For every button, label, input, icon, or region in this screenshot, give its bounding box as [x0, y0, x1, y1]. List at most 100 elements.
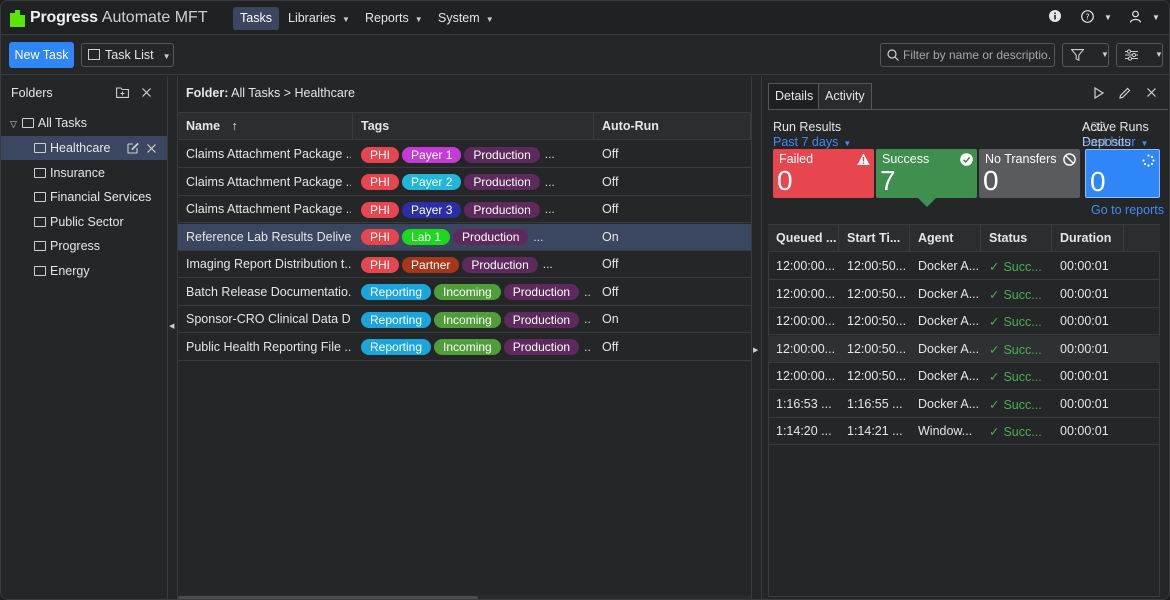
column-header-start-time[interactable]: Start Ti... [839, 225, 910, 252]
close-details-icon[interactable] [1147, 88, 1156, 97]
left-splitter[interactable]: ◀ [168, 76, 177, 599]
folder-all-tasks[interactable]: ▽ All Tasks [1, 111, 167, 135]
spinner-icon [1142, 154, 1155, 167]
horizontal-scrollbar[interactable] [178, 595, 751, 599]
info-icon[interactable] [1047, 10, 1063, 26]
progress-logo-icon [10, 9, 26, 27]
run-start: 12:00:50... [847, 369, 907, 383]
collapse-right-icon[interactable]: ▶ [753, 347, 759, 354]
delete-icon[interactable] [147, 144, 156, 153]
folder-financial-services[interactable]: Financial Services [1, 185, 167, 209]
tag-badge: Production [464, 201, 540, 218]
user-icon[interactable] [1127, 10, 1143, 26]
run-status-label: Succ... [1003, 315, 1042, 329]
top-navigation: Progress Automate MFT Tasks Libraries ▼ R… [1, 1, 1169, 35]
folder-healthcare[interactable]: Healthcare [1, 136, 167, 160]
folder-icon [34, 265, 46, 276]
tag-badge: Payer 2 [402, 174, 462, 191]
view-selector-label: Task List [105, 48, 154, 62]
more-tags-indicator: ... [544, 174, 555, 189]
failed-card[interactable]: Failed 0 [773, 149, 874, 198]
run-queued: 12:00:00... [776, 286, 836, 301]
breadcrumb: Folder: All Tasks > Healthcare [186, 86, 355, 100]
right-splitter[interactable]: ▶ [752, 76, 761, 599]
prohibited-icon [1063, 153, 1076, 166]
column-header-name[interactable]: Name ↑ [178, 113, 353, 140]
folders-pane: Folders ▽ All Tasks Healthcare Insurance … [1, 76, 168, 599]
go-to-reports-link[interactable]: Go to reports [1091, 203, 1164, 217]
tag-badge: Production [462, 256, 538, 273]
column-header-duration[interactable]: Duration [1052, 225, 1124, 252]
search-input[interactable] [903, 46, 1051, 64]
close-icon[interactable] [142, 88, 151, 97]
card-label: Failed [779, 152, 814, 166]
folder-energy[interactable]: Energy [1, 259, 167, 283]
table-row[interactable]: Public Health Reporting File ... Reportin… [178, 334, 751, 361]
column-settings-button[interactable]: ▼ [1116, 43, 1163, 67]
run-agent: Docker A... [918, 286, 980, 301]
filter-icon [1071, 49, 1084, 61]
task-name: Sponsor-CRO Clinical Data Dr... [186, 312, 351, 326]
column-header-queued[interactable]: Queued ... [768, 225, 839, 252]
column-header-agent[interactable]: Agent [910, 225, 981, 252]
active-runs-card[interactable]: 0 [1085, 149, 1160, 198]
table-row[interactable]: 12:00:00... 12:00:50... Docker A... ✓ Succ.… [768, 308, 1160, 335]
success-card[interactable]: Success 7 [876, 149, 977, 198]
table-row[interactable]: Imaging Report Distribution t... PHI Partn… [178, 251, 751, 278]
table-row[interactable]: 12:00:00... 12:00:50... Docker A... ✓ Succ.… [768, 281, 1160, 308]
chevron-down-icon: ▼ [1101, 50, 1109, 59]
new-task-button[interactable]: New Task [9, 42, 74, 68]
column-label: Name [186, 119, 221, 133]
table-row[interactable]: Sponsor-CRO Clinical Data Dr... Reporting… [178, 306, 751, 333]
tab-activity[interactable]: Activity [818, 83, 872, 109]
no-transfers-card[interactable]: No Transfers 0 [979, 149, 1080, 198]
collapse-left-icon[interactable]: ◀ [169, 323, 175, 330]
tag-badge: Production [503, 339, 580, 356]
run-queued: 1:14:20 ... [776, 424, 832, 438]
folder-insurance[interactable]: Insurance [1, 161, 167, 185]
tab-details[interactable]: Details [768, 83, 821, 109]
run-results-period-dropdown[interactable]: Past 7 days ▼ [773, 135, 851, 149]
table-row[interactable]: 1:16:53 ... 1:16:55 ... Docker A... ✓ Succ.… [768, 391, 1160, 418]
edit-task-icon[interactable] [1119, 87, 1131, 99]
folder-public-sector[interactable]: Public Sector [1, 210, 167, 234]
user-chevron-down-icon[interactable]: ▼ [1152, 13, 1160, 22]
scrollbar-thumb[interactable] [178, 596, 478, 599]
table-row[interactable]: 1:14:20 ... 1:14:21 ... Window... ✓ Succ...… [768, 418, 1160, 445]
check-icon: ✓ [989, 286, 1004, 302]
run-status: ✓ Succ... [989, 308, 1055, 335]
help-icon[interactable]: ? [1079, 10, 1095, 26]
active-runs-period-dropdown[interactable]: Past hour ▼ [1082, 135, 1148, 149]
new-folder-icon[interactable] [116, 87, 129, 98]
product-logo[interactable]: Progress Automate MFT [10, 8, 208, 28]
search-box[interactable] [880, 43, 1055, 67]
nav-reports[interactable]: Reports ▼ [358, 7, 430, 30]
table-row[interactable]: 12:00:00... 12:00:50... Docker A... ✓ Succ.… [768, 253, 1160, 280]
run-status: ✓ Succ... [989, 418, 1055, 445]
table-row[interactable]: Batch Release Documentatio... Reporting In… [178, 279, 751, 306]
run-results-title: Run Results [773, 120, 842, 134]
folder-progress[interactable]: Progress [1, 234, 167, 258]
nav-tasks[interactable]: Tasks [233, 7, 279, 30]
run-agent: Window... [918, 424, 973, 438]
run-icon[interactable] [1094, 87, 1104, 99]
nav-system[interactable]: System ▼ [431, 7, 501, 30]
column-header-tags[interactable]: Tags [353, 113, 594, 140]
table-row[interactable]: 12:00:00... 12:00:50... Docker A... ✓ Succ.… [768, 335, 1160, 363]
edit-icon[interactable] [127, 142, 139, 154]
view-selector[interactable]: Task List ▼ [81, 43, 174, 67]
filter-button[interactable]: ▼ [1062, 43, 1109, 67]
column-header-autorun[interactable]: Auto-Run [594, 113, 751, 140]
column-header-status[interactable]: Status [981, 225, 1052, 252]
table-row[interactable]: 12:00:00... 12:00:50... Docker A... ✓ Succ.… [768, 363, 1160, 390]
task-tags: PHI Partner Production... [361, 251, 591, 278]
help-chevron-down-icon[interactable]: ▼ [1104, 13, 1112, 22]
nav-libraries[interactable]: Libraries ▼ [281, 7, 357, 30]
task-autorun: On [602, 229, 619, 244]
